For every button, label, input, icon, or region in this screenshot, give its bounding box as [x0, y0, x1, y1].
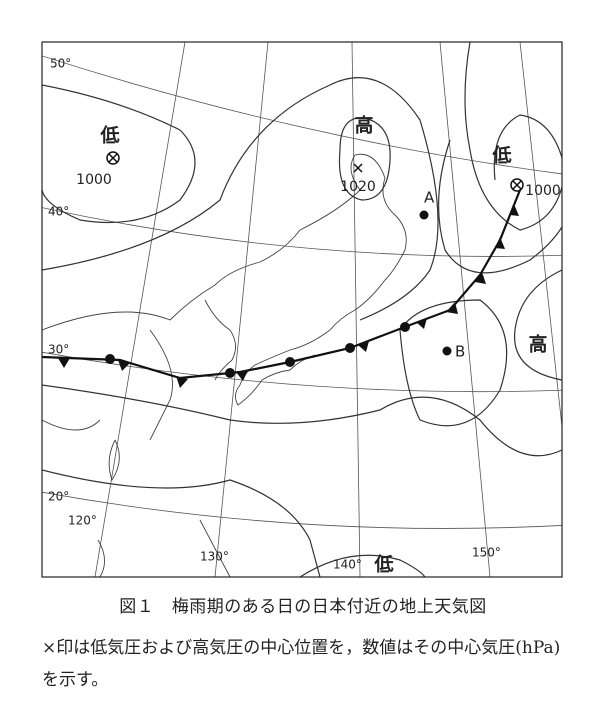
isobar	[513, 269, 562, 381]
system-label: 高	[354, 114, 373, 137]
center-marks	[106, 151, 524, 192]
latitude-line	[42, 351, 562, 393]
isobar	[42, 77, 439, 321]
isobar	[42, 84, 196, 224]
longitude-label: 140°	[333, 558, 362, 572]
weather-map: 50° 40° 30° 20° 120° 130° 140° 150° 低 10…	[41, 41, 563, 578]
isobar	[338, 117, 391, 201]
front-symbols	[58, 204, 519, 388]
isobar	[437, 139, 562, 274]
isobar	[464, 42, 562, 231]
coastline	[42, 299, 236, 441]
system-pressure: 1000	[76, 172, 112, 188]
latitude-label: 30°	[48, 343, 69, 357]
latitude-label: 40°	[48, 205, 69, 219]
point-b	[442, 346, 452, 356]
coastline	[97, 439, 231, 577]
system-pressure: 1000	[525, 183, 561, 199]
system-pressure: 1020	[340, 179, 376, 195]
isobar	[399, 299, 508, 427]
figure-title: 図１ 梅雨期のある日の日本付近の地上天気図	[119, 597, 487, 617]
point-label: B	[455, 343, 465, 361]
figure-note: ×印は低気圧および高気圧の中心位置を，数値はその中心気圧(hPa)を示す。	[42, 638, 561, 690]
latitude-line	[42, 207, 562, 257]
isobar	[299, 554, 426, 577]
longitude-label: 120°	[68, 514, 97, 528]
system-label: 低	[99, 124, 119, 147]
point-a	[419, 210, 429, 220]
latitude-line	[42, 55, 562, 175]
latitude-label: 50°	[50, 57, 71, 71]
latitude-label: 20°	[48, 490, 69, 504]
longitude-line	[214, 42, 269, 577]
point-label: A	[424, 189, 435, 207]
latitude-line	[42, 491, 562, 529]
isobar	[42, 384, 562, 457]
longitude-label: 150°	[472, 546, 501, 560]
system-label: 高	[528, 333, 547, 356]
isobar	[42, 469, 321, 577]
system-label: 低	[373, 553, 393, 576]
longitude-label: 130°	[200, 550, 229, 564]
longitude-line	[439, 42, 491, 577]
longitude-line	[94, 42, 186, 577]
map-body	[42, 42, 562, 577]
system-label: 低	[491, 144, 511, 167]
map-frame	[41, 41, 563, 578]
